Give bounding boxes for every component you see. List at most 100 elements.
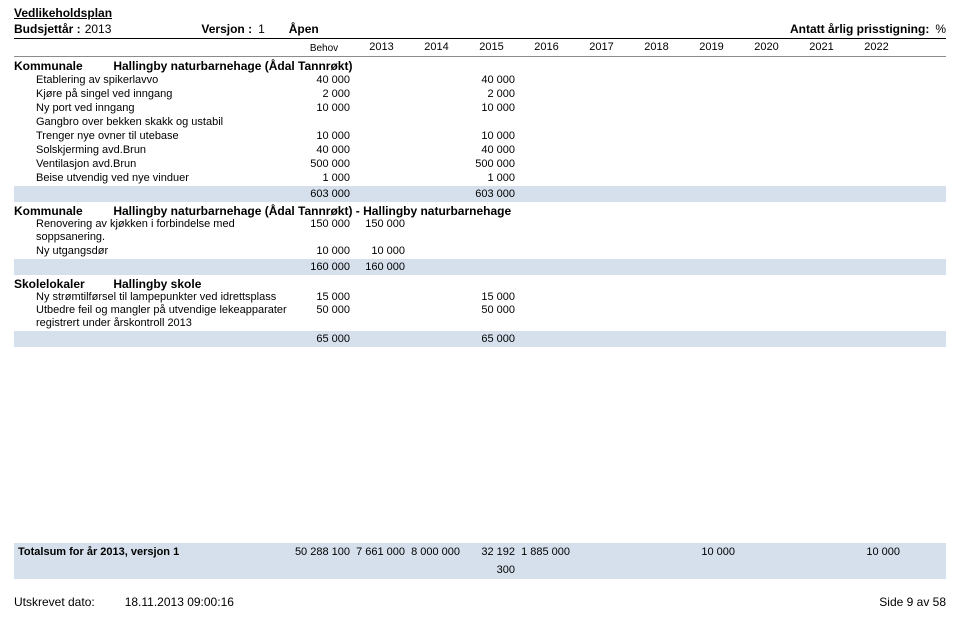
budget-year-label: Budsjettår :	[14, 22, 81, 36]
footer: Utskrevet dato: 18.11.2013 09:00:16 Side…	[14, 595, 946, 609]
section-heading: Kommunale Hallingby naturbarnehage (Ådal…	[14, 59, 946, 73]
item-label: Ny port ved inngang	[14, 101, 294, 115]
column-headers: Behov 2013 2014 2015 2016 2017 2018 2019…	[14, 39, 946, 54]
item-row: Renovering av kjøkken i forbindelse med …	[14, 218, 946, 244]
item-behov: 50 000	[294, 304, 354, 330]
inflation-pct: %	[935, 22, 946, 36]
item-value: 10 000	[464, 101, 519, 115]
version-value: 1	[258, 22, 265, 36]
item-row: Etablering av spikerlavvo 40 000 40 000	[14, 73, 946, 87]
subtotal-bar: 603 000 603 000	[14, 186, 946, 202]
col-behov: Behov	[294, 39, 354, 54]
col-2015: 2015	[464, 39, 519, 54]
section-group: Kommunale	[14, 204, 94, 218]
item-value: 150 000	[354, 218, 409, 244]
item-row: Ny utgangsdør 10 000 10 000	[14, 244, 946, 258]
section-name: Hallingby skole	[113, 277, 201, 291]
col-2022: 2022	[849, 39, 904, 54]
col-2021: 2021	[794, 39, 849, 54]
col-2018: 2018	[629, 39, 684, 54]
footer-date-value: 18.11.2013 09:00:16	[125, 595, 234, 609]
col-2013: 2013	[354, 39, 409, 54]
item-value	[464, 115, 519, 129]
item-row: Trenger nye ovner til utebase 10 000 10 …	[14, 129, 946, 143]
state-value: Åpen	[289, 22, 319, 36]
totals-label: Totalsum for år 2013, versjon 1	[14, 543, 294, 579]
section-name: Hallingby naturbarnehage (Ådal Tannrøkt)	[113, 59, 352, 73]
item-value: 1 000	[464, 171, 519, 185]
item-behov: 1 000	[294, 171, 354, 185]
item-value: 40 000	[464, 143, 519, 157]
item-value: 50 000	[464, 304, 519, 330]
item-behov: 40 000	[294, 143, 354, 157]
col-2016: 2016	[519, 39, 574, 54]
item-label: Etablering av spikerlavvo	[14, 73, 294, 87]
item-row: Solskjerming avd.Brun 40 000 40 000	[14, 143, 946, 157]
item-value: 10 000	[464, 129, 519, 143]
subtotal-bar: 160 000 160 000	[14, 259, 946, 275]
item-row: Utbedre feil og mangler på utvendige lek…	[14, 304, 946, 330]
subtotal-behov: 65 000	[294, 331, 354, 347]
totals-behov: 50 288 100	[294, 543, 354, 579]
col-2017: 2017	[574, 39, 629, 54]
rule-2	[14, 56, 946, 57]
item-value: 15 000	[464, 291, 519, 304]
totals-2013: 7 661 000	[354, 543, 409, 579]
item-label: Trenger nye ovner til utebase	[14, 129, 294, 143]
col-2020: 2020	[739, 39, 794, 54]
item-label: Utbedre feil og mangler på utvendige lek…	[14, 304, 294, 330]
header-row: Budsjettår : 2013 Versjon : 1 Åpen Antat…	[14, 22, 946, 36]
item-value: 2 000	[464, 87, 519, 101]
item-label: Kjøre på singel ved inngang	[14, 87, 294, 101]
section-heading: Kommunale Hallingby naturbarnehage (Ådal…	[14, 204, 946, 218]
item-value: 40 000	[464, 73, 519, 87]
item-behov: 150 000	[294, 218, 354, 244]
footer-date-label: Utskrevet dato:	[14, 595, 95, 609]
item-label: Gangbro over bekken skakk og ustabil	[14, 115, 294, 129]
item-behov: 10 000	[294, 129, 354, 143]
inflation-label: Antatt årlig prisstigning:	[790, 22, 929, 36]
totals-2016: 1 885 000	[519, 543, 574, 579]
budget-year-value: 2013	[85, 22, 112, 36]
page-title: Vedlikeholdsplan	[14, 6, 946, 20]
item-label: Ny strømtilførsel til lampepunkter ved i…	[14, 291, 294, 304]
version-label: Versjon :	[201, 22, 252, 36]
item-behov: 10 000	[294, 244, 354, 258]
page-container: Vedlikeholdsplan Budsjettår : 2013 Versj…	[0, 0, 960, 617]
section-group: Kommunale	[14, 59, 94, 73]
item-value: 10 000	[354, 244, 409, 258]
subtotal-value: 160 000	[354, 259, 409, 275]
item-row: Kjøre på singel ved inngang 2 000 2 000	[14, 87, 946, 101]
item-row: Gangbro over bekken skakk og ustabil	[14, 115, 946, 129]
col-2014: 2014	[409, 39, 464, 54]
section-name: Hallingby naturbarnehage (Ådal Tannrøkt)…	[113, 204, 511, 218]
section-heading: Skolelokaler Hallingby skole	[14, 277, 946, 291]
item-row: Ny strømtilførsel til lampepunkter ved i…	[14, 291, 946, 304]
item-row: Ny port ved inngang 10 000 10 000	[14, 101, 946, 115]
totals-bar: Totalsum for år 2013, versjon 1 50 288 1…	[14, 543, 946, 579]
item-behov: 40 000	[294, 73, 354, 87]
item-behov: 10 000	[294, 101, 354, 115]
item-behov: 2 000	[294, 87, 354, 101]
item-behov: 15 000	[294, 291, 354, 304]
col-2019: 2019	[684, 39, 739, 54]
item-row: Beise utvendig ved nye vinduer 1 000 1 0…	[14, 171, 946, 185]
totals-2015: 32 192 300	[464, 543, 519, 579]
item-label: Renovering av kjøkken i forbindelse med …	[14, 218, 294, 244]
item-row: Ventilasjon avd.Brun 500 000 500 000	[14, 157, 946, 171]
totals-2014: 8 000 000	[409, 543, 464, 579]
subtotal-behov: 160 000	[294, 259, 354, 275]
totals-2022: 10 000	[849, 543, 904, 579]
item-behov: 500 000	[294, 157, 354, 171]
item-value: 500 000	[464, 157, 519, 171]
item-label: Ventilasjon avd.Brun	[14, 157, 294, 171]
item-label: Ny utgangsdør	[14, 244, 294, 258]
totals-2019: 10 000	[684, 543, 739, 579]
subtotal-behov: 603 000	[294, 186, 354, 202]
subtotal-bar: 65 000 65 000	[14, 331, 946, 347]
item-label: Solskjerming avd.Brun	[14, 143, 294, 157]
item-behov	[294, 115, 354, 129]
footer-page: Side 9 av 58	[879, 595, 946, 609]
subtotal-value: 603 000	[464, 186, 519, 202]
section-group: Skolelokaler	[14, 277, 94, 291]
